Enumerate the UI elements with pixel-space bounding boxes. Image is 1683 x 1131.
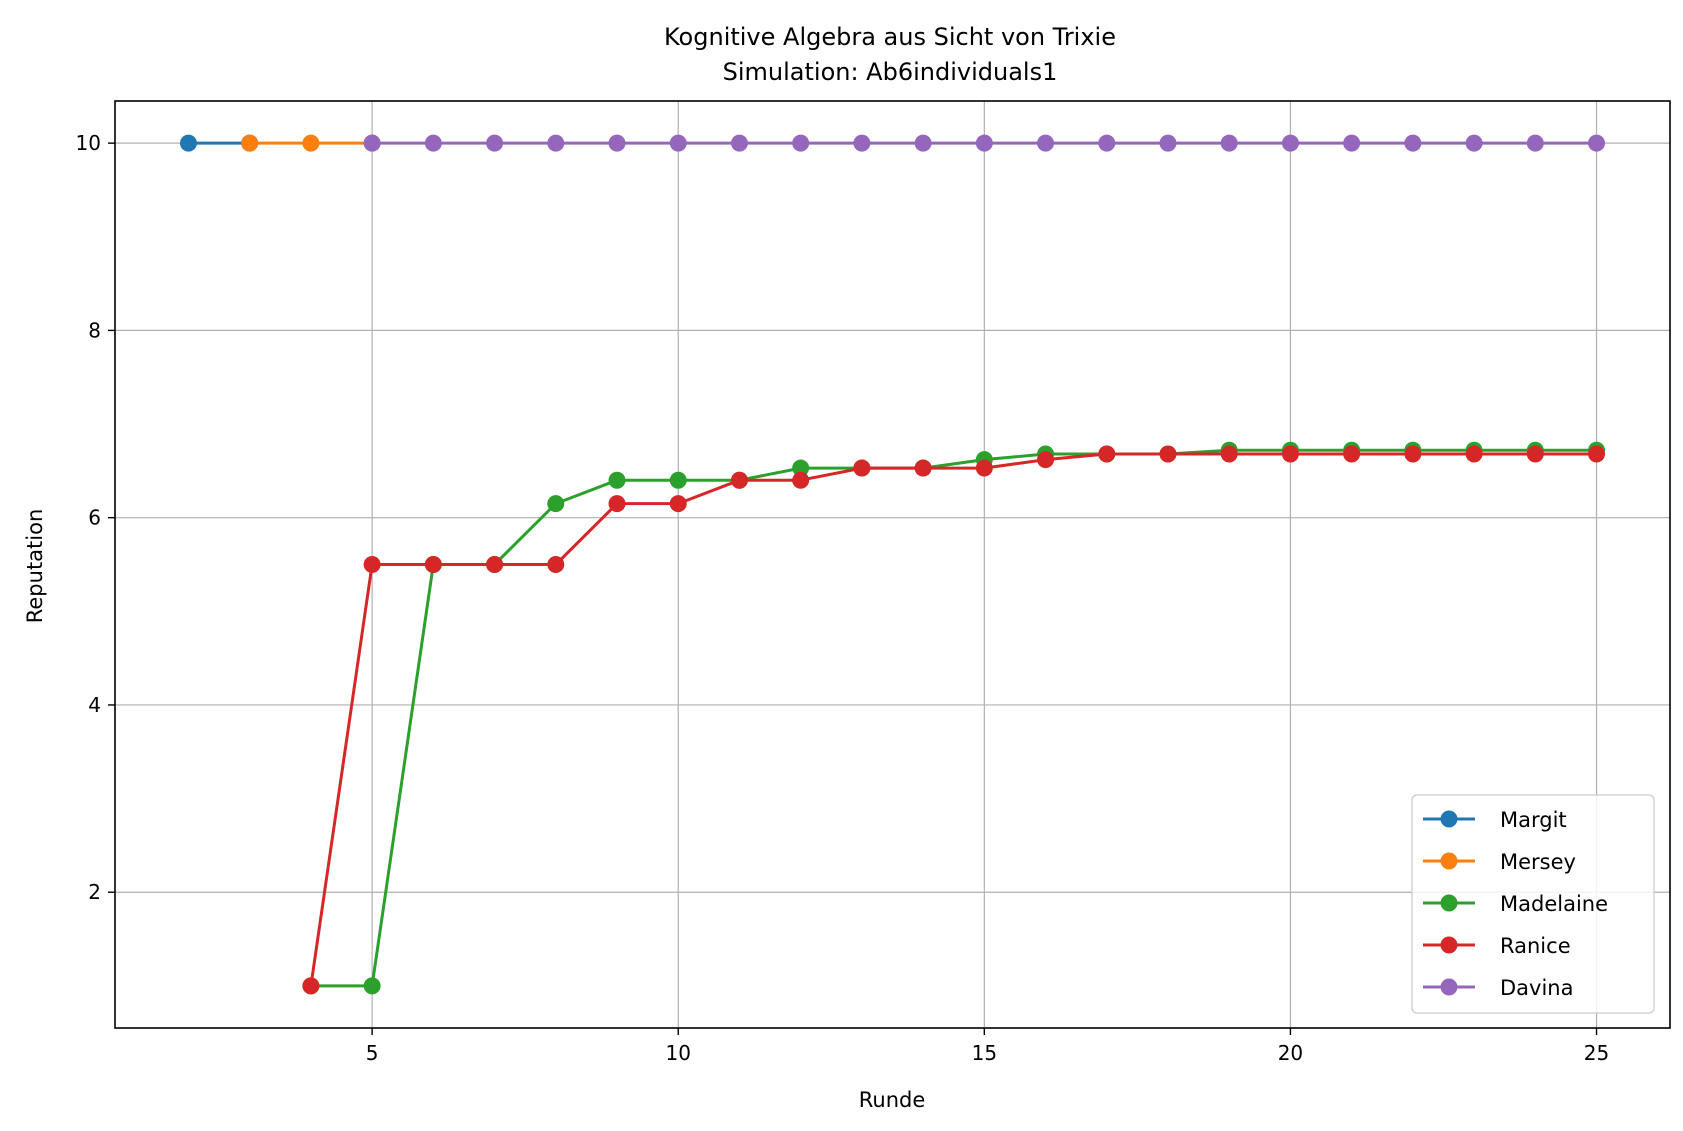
x-tick-label: 20 xyxy=(1278,1041,1303,1065)
data-point-madelaine xyxy=(608,471,626,489)
data-point-ranice xyxy=(669,495,687,513)
x-axis-label: Runde xyxy=(859,1088,926,1112)
data-point-davina xyxy=(363,134,381,152)
data-point-ranice xyxy=(486,556,504,573)
data-point-davina xyxy=(1404,134,1422,152)
data-point-ranice xyxy=(792,471,810,489)
data-point-madelaine xyxy=(792,459,810,477)
series-line-madelaine xyxy=(310,448,1597,988)
data-point-ranice xyxy=(1098,445,1116,463)
legend-box xyxy=(1411,794,1655,1014)
legend-marker-mersey xyxy=(1440,852,1458,870)
data-point-ranice xyxy=(1037,451,1055,469)
data-point-ranice xyxy=(1220,445,1238,463)
series-madelaine xyxy=(302,441,1606,995)
legend: Margit Mersey Madelaine Ranice Davina xyxy=(1411,794,1655,1014)
data-point-davina xyxy=(1281,134,1299,152)
data-point-ranice xyxy=(302,977,320,995)
data-point-ranice xyxy=(1159,445,1177,463)
legend-label-ranice: Ranice xyxy=(1500,934,1571,958)
chart-subtitle: Simulation: Ab6individuals1 xyxy=(723,58,1058,86)
legend-marker-ranice xyxy=(1440,936,1458,954)
data-point-davina xyxy=(853,134,871,152)
chart-title: Kognitive Algebra aus Sicht von Trixie xyxy=(664,23,1116,51)
data-point-davina xyxy=(1159,134,1177,152)
data-point-davina xyxy=(914,134,932,152)
data-point-ranice xyxy=(1526,445,1544,463)
data-point-davina xyxy=(1465,134,1483,152)
axis-ticks: 5 10 15 20 25 2 4 6 8 10 xyxy=(76,131,1610,1065)
data-point-davina xyxy=(424,134,442,152)
y-tick-label: 6 xyxy=(88,506,101,530)
data-point-margit xyxy=(179,134,197,152)
y-axis-label: Reputation xyxy=(23,509,47,624)
series-mersey xyxy=(241,134,381,152)
data-point-davina xyxy=(975,134,993,152)
legend-marker-margit xyxy=(1440,810,1458,828)
legend-label-margit: Margit xyxy=(1500,808,1567,832)
data-point-ranice xyxy=(363,556,381,573)
data-point-davina xyxy=(1220,134,1238,152)
x-tick-label: 5 xyxy=(366,1041,379,1065)
legend-marker-davina xyxy=(1440,978,1458,996)
data-point-davina xyxy=(730,134,748,152)
data-point-davina xyxy=(1343,134,1361,152)
legend-marker-madelaine xyxy=(1440,894,1458,912)
data-point-madelaine xyxy=(547,495,565,513)
y-tick-label: 4 xyxy=(88,693,101,717)
data-point-madelaine xyxy=(363,977,381,995)
y-tick-label: 2 xyxy=(88,880,101,904)
x-tick-label: 15 xyxy=(972,1041,997,1065)
data-point-ranice xyxy=(1465,445,1483,463)
legend-label-davina: Davina xyxy=(1500,976,1573,1000)
data-point-ranice xyxy=(1404,445,1422,463)
data-point-ranice xyxy=(730,471,748,489)
data-point-davina xyxy=(1588,134,1606,152)
data-point-davina xyxy=(547,134,565,152)
data-point-davina xyxy=(792,134,810,152)
series-ranice xyxy=(302,445,1606,995)
x-tick-label: 10 xyxy=(666,1041,691,1065)
plot-frame xyxy=(114,100,1671,1029)
data-point-mersey xyxy=(241,134,259,152)
data-point-davina xyxy=(608,134,626,152)
data-point-ranice xyxy=(1343,445,1361,463)
data-point-ranice xyxy=(914,459,932,477)
data-point-ranice xyxy=(975,459,993,477)
data-point-davina xyxy=(486,134,504,152)
data-point-ranice xyxy=(547,556,565,573)
data-point-madelaine xyxy=(669,471,687,489)
data-point-davina xyxy=(669,134,687,152)
series-group xyxy=(179,134,1606,995)
data-point-mersey xyxy=(302,134,320,152)
series-line-ranice xyxy=(309,452,1597,987)
y-tick-label: 8 xyxy=(88,318,101,342)
data-point-davina xyxy=(1526,134,1544,152)
legend-label-mersey: Mersey xyxy=(1500,850,1576,874)
data-point-ranice xyxy=(1281,445,1299,463)
data-point-ranice xyxy=(853,459,871,477)
x-tick-label: 25 xyxy=(1584,1041,1609,1065)
data-point-davina xyxy=(1037,134,1055,152)
data-point-ranice xyxy=(424,556,442,573)
data-point-davina xyxy=(1098,134,1116,152)
data-point-ranice xyxy=(608,495,626,513)
y-tick-label: 10 xyxy=(76,131,101,155)
data-point-ranice xyxy=(1588,445,1606,463)
series-davina xyxy=(363,134,1606,152)
legend-label-madelaine: Madelaine xyxy=(1500,892,1608,916)
